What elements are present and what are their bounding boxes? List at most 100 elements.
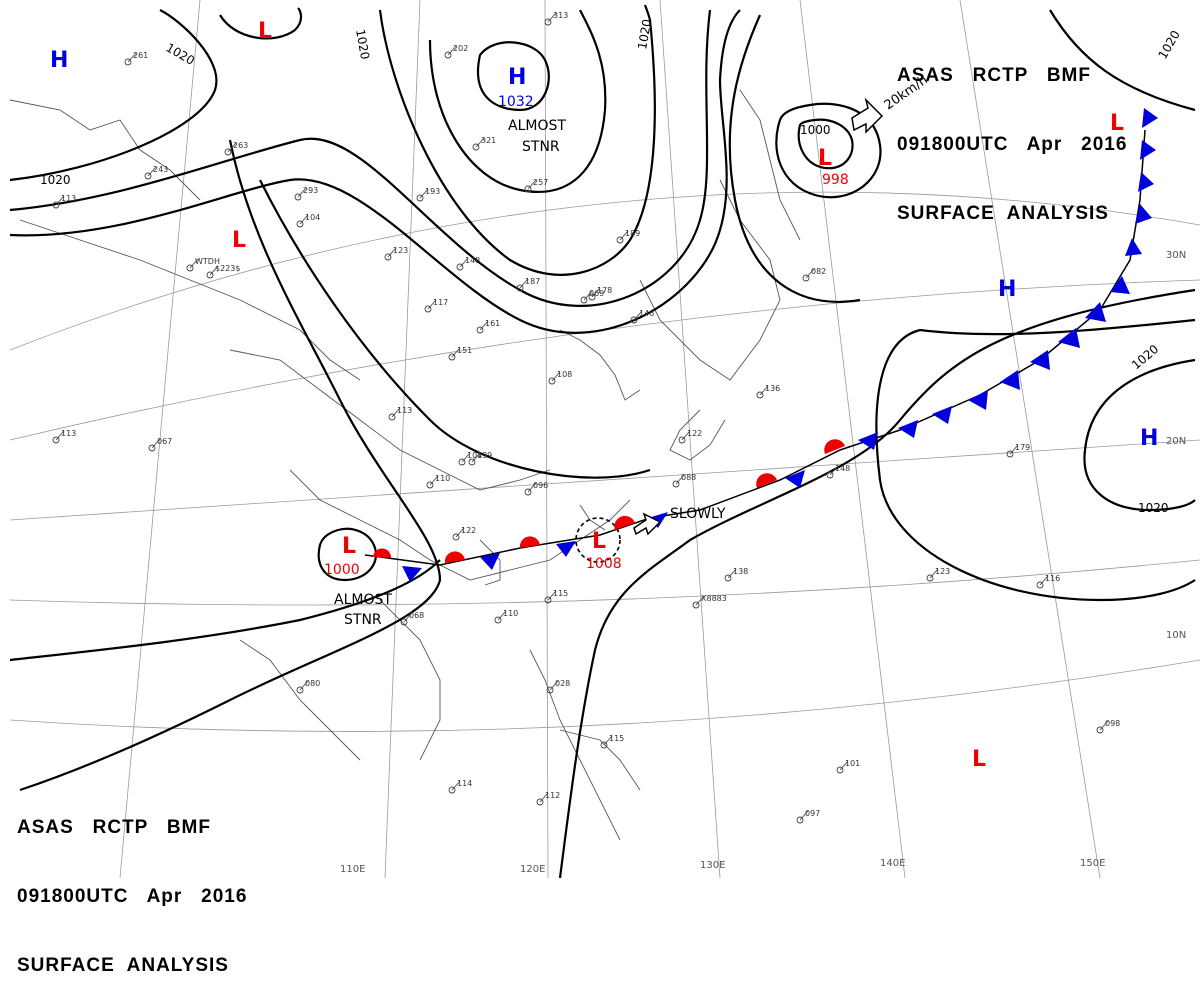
wind-barb bbox=[391, 407, 401, 418]
station-pressure: X8883 bbox=[701, 594, 727, 603]
low-symbol: L bbox=[342, 534, 356, 559]
station-circle bbox=[424, 305, 432, 313]
wind-barb bbox=[479, 320, 489, 331]
station-pressure: 104 bbox=[305, 213, 320, 222]
station-circle bbox=[678, 436, 686, 444]
station-circle bbox=[802, 274, 810, 282]
high-symbol: H bbox=[50, 48, 68, 73]
station-pressure: 104 bbox=[467, 451, 482, 460]
wind-barb bbox=[447, 45, 457, 56]
station-pressure: 136 bbox=[765, 384, 780, 393]
lat-label: 20N bbox=[1166, 436, 1186, 447]
station-circle bbox=[724, 574, 732, 582]
station-pressure: 123 bbox=[393, 246, 408, 255]
station-pressure: 148 bbox=[835, 464, 850, 473]
station-pressure: 098 bbox=[1105, 719, 1120, 728]
coastlines bbox=[9, 89, 801, 841]
header-title: SURFACE ANALYSIS bbox=[17, 955, 229, 976]
pressure-value: 1000 bbox=[324, 562, 360, 578]
station-pressure: 123 bbox=[935, 567, 950, 576]
graticule-labels: 30N 20N 10N 110E 120E 130E 140E 150E bbox=[340, 250, 1186, 875]
station-circle bbox=[926, 574, 934, 582]
station-circle bbox=[524, 488, 532, 496]
header-product-id: ASAS RCTP BMF bbox=[17, 817, 211, 838]
wind-barb bbox=[681, 430, 691, 441]
motion-arrows bbox=[633, 97, 884, 536]
wind-barb bbox=[419, 188, 429, 199]
station-circle bbox=[1006, 450, 1014, 458]
high-symbol: H bbox=[1140, 426, 1158, 451]
station-pressure: 113 bbox=[61, 194, 76, 203]
wind-barb bbox=[759, 385, 769, 396]
station-circle bbox=[444, 51, 452, 59]
lat-label: 10N bbox=[1166, 630, 1186, 641]
station-circle bbox=[630, 316, 638, 324]
station-circle bbox=[616, 236, 624, 244]
wind-barb bbox=[583, 290, 593, 301]
station-pressure: 151 bbox=[457, 346, 472, 355]
isobar-label: 1000 bbox=[800, 123, 831, 137]
wind-barb bbox=[497, 610, 507, 621]
wind-barb bbox=[591, 287, 601, 298]
lon-label: 110E bbox=[340, 864, 365, 875]
center-note: ALMOST bbox=[508, 118, 566, 134]
station-plots bbox=[52, 12, 1109, 824]
stationary-front bbox=[364, 108, 1158, 582]
station-circle bbox=[600, 741, 608, 749]
station-circle bbox=[672, 480, 680, 488]
station-pressure: 082 bbox=[811, 267, 826, 276]
station-circle bbox=[458, 458, 466, 466]
wind-barb bbox=[227, 142, 237, 153]
wind-barb bbox=[527, 482, 537, 493]
station-circle bbox=[536, 798, 544, 806]
wind-barb bbox=[297, 187, 307, 198]
isobar-label: 1020 bbox=[635, 18, 654, 51]
wind-barb bbox=[147, 166, 157, 177]
wind-barb bbox=[151, 438, 161, 449]
wind-barb bbox=[799, 810, 809, 821]
station-circle bbox=[416, 194, 424, 202]
pressure-value: 1032 bbox=[498, 94, 534, 110]
wind-barb bbox=[619, 230, 629, 241]
wind-barb bbox=[209, 265, 219, 276]
station-pressure: 122 bbox=[687, 429, 702, 438]
high-symbol: H bbox=[998, 277, 1016, 302]
wind-barb bbox=[403, 612, 413, 623]
wind-barb bbox=[929, 568, 939, 579]
station-circle bbox=[588, 293, 596, 301]
pressure-centers: H L H 1032 ALMOST STNR L 998 20km/h L L … bbox=[50, 19, 1158, 772]
station-circle bbox=[456, 263, 464, 271]
low-dashed-isobar bbox=[575, 517, 621, 563]
station-circle bbox=[186, 264, 194, 272]
center-note: STNR bbox=[344, 612, 382, 628]
wind-barb bbox=[55, 195, 65, 206]
wind-barb bbox=[299, 214, 309, 225]
station-pressure: 112 bbox=[545, 791, 560, 800]
wind-barb bbox=[475, 137, 485, 148]
station-pressure: 096 bbox=[533, 481, 548, 490]
station-circle bbox=[580, 296, 588, 304]
low-symbol: L bbox=[972, 747, 986, 772]
station-circle bbox=[388, 413, 396, 421]
station-circle bbox=[52, 436, 60, 444]
station-pressure: 179 bbox=[1015, 443, 1030, 452]
station-pressure: 261 bbox=[133, 51, 148, 60]
chart-header-bottom: ASAS RCTP BMF 091800UTC Apr 2016 SURFACE… bbox=[17, 770, 247, 1000]
station-circle bbox=[400, 618, 408, 626]
wind-barb bbox=[539, 792, 549, 803]
station-circle bbox=[52, 201, 60, 209]
wind-barb bbox=[829, 465, 839, 476]
station-pressure: $223$ bbox=[215, 264, 240, 273]
wind-barb bbox=[461, 452, 471, 463]
wind-barb bbox=[551, 371, 561, 382]
station-circle bbox=[524, 185, 532, 193]
station-pressure: 193 bbox=[425, 187, 440, 196]
station-circle bbox=[448, 353, 456, 361]
wind-barb bbox=[519, 278, 529, 289]
wind-barb bbox=[471, 452, 481, 463]
station-circle bbox=[468, 458, 476, 466]
station-pressure: 117 bbox=[433, 298, 448, 307]
wind-barb bbox=[547, 590, 557, 601]
wind-barb bbox=[127, 52, 137, 63]
station-circle bbox=[544, 18, 552, 26]
